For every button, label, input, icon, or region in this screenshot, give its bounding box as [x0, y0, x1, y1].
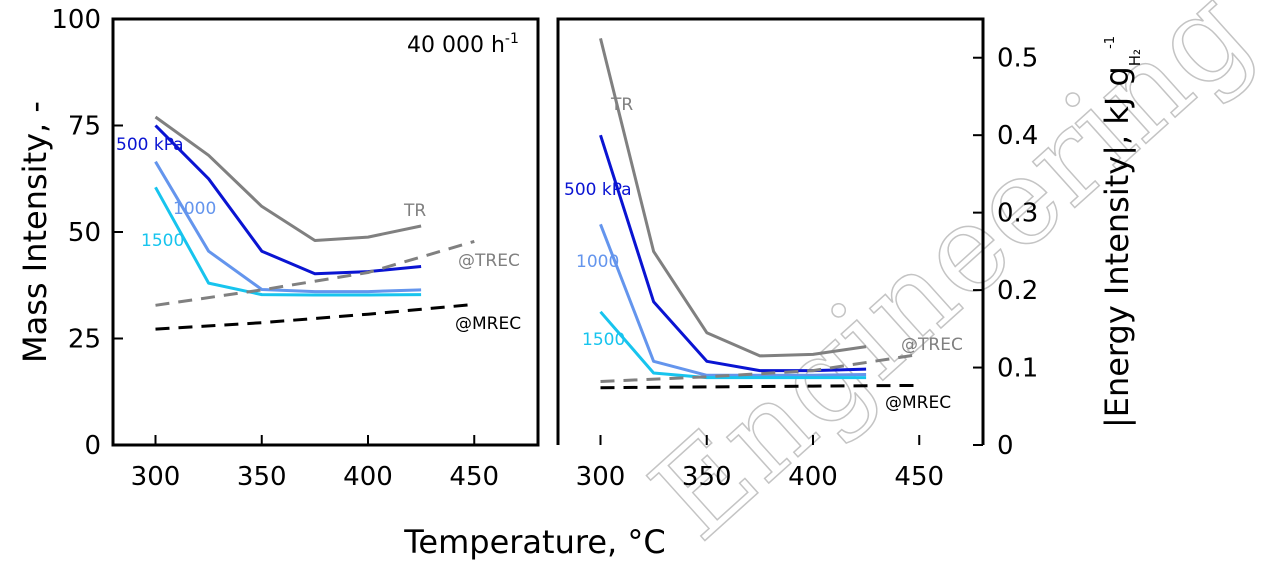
x-tick-label: 450	[894, 462, 944, 492]
series-label: 1000	[173, 199, 216, 219]
panel-energy-intensity: 300 350 400 450 0 0.1 0.2 0.3 0.4 0.5 TR 500 kPa 10…	[556, 17, 1039, 492]
series-label: @MREC	[455, 314, 521, 334]
y-tick-label: 0.4	[997, 121, 1038, 151]
series-label: @TREC	[901, 335, 963, 355]
series-line-1500	[599, 310, 867, 380]
y-tick-label: 0	[997, 431, 1014, 461]
y-tick-label: 75	[68, 112, 101, 142]
x-tick-label: 400	[343, 462, 393, 492]
x-tick-label: 400	[788, 462, 838, 492]
series-label: 1500	[141, 231, 184, 251]
y-tick-label: 0.1	[997, 354, 1038, 384]
series-lines-right: TR 500 kPa 1000 1500 @TREC @MREC	[564, 38, 963, 413]
series-line-1000	[154, 160, 422, 294]
series-line-mrec	[600, 383, 920, 390]
series-line-tr	[154, 115, 422, 242]
x-tick-label: 350	[237, 462, 287, 492]
series-label: 1000	[576, 252, 619, 272]
condition-label: 40 000 h-1	[407, 31, 519, 58]
series-lines-left: TR 500 kPa 1000 1500 @TREC @MREC	[116, 115, 521, 334]
y-tick-label: 100	[51, 5, 101, 35]
series-label: TR	[403, 201, 426, 221]
series-line-1000	[599, 223, 867, 377]
x-tick-label: 300	[131, 462, 181, 492]
series-line-trec	[600, 352, 920, 383]
series-label: @TREC	[458, 251, 520, 271]
axis-ticks-left: 300 350 400 450 0 25 50 75 100	[51, 5, 499, 492]
series-line-trec	[155, 239, 475, 307]
x-tick-label: 450	[449, 462, 499, 492]
series-line-1500	[154, 186, 422, 297]
y-axis-title-left: Mass Intensity, -	[16, 101, 54, 363]
series-label: 1500	[582, 330, 625, 350]
series-label: 500 kPa	[116, 135, 184, 155]
series-label: TR	[610, 95, 633, 115]
series-label: @MREC	[885, 393, 951, 413]
series-line-tr	[599, 38, 867, 358]
series-line-500-kpa	[599, 134, 867, 373]
y-tick-label: 0	[84, 431, 101, 461]
panel-mass-intensity: 300 350 400 450 0 25 50 75 100 TR 500 kPa 1000 1500…	[51, 5, 540, 492]
plot-frame-right	[556, 17, 985, 445]
series-line-mrec	[155, 302, 475, 331]
axis-ticks-right: 300 350 400 450 0 0.1 0.2 0.3 0.4 0.5	[576, 44, 1039, 492]
y-tick-label: 25	[68, 325, 101, 355]
y-axis-title-right: |Energy Intensity|, kJ gH₂-1	[1098, 36, 1144, 428]
y-tick-label: 50	[68, 218, 101, 248]
svg-text:|Energy Intensity|, kJ gH₂-1: |Energy Intensity|, kJ gH₂-1	[1098, 36, 1144, 428]
series-label: 500 kPa	[564, 180, 632, 200]
y-tick-label: 0.2	[997, 276, 1038, 306]
x-tick-label: 350	[682, 462, 732, 492]
x-tick-label: 300	[576, 462, 626, 492]
y-tick-label: 0.5	[997, 44, 1038, 74]
series-line-500-kpa	[154, 124, 422, 276]
y-tick-label: 0.3	[997, 199, 1038, 229]
x-axis-title: Temperature, °C	[403, 523, 665, 561]
